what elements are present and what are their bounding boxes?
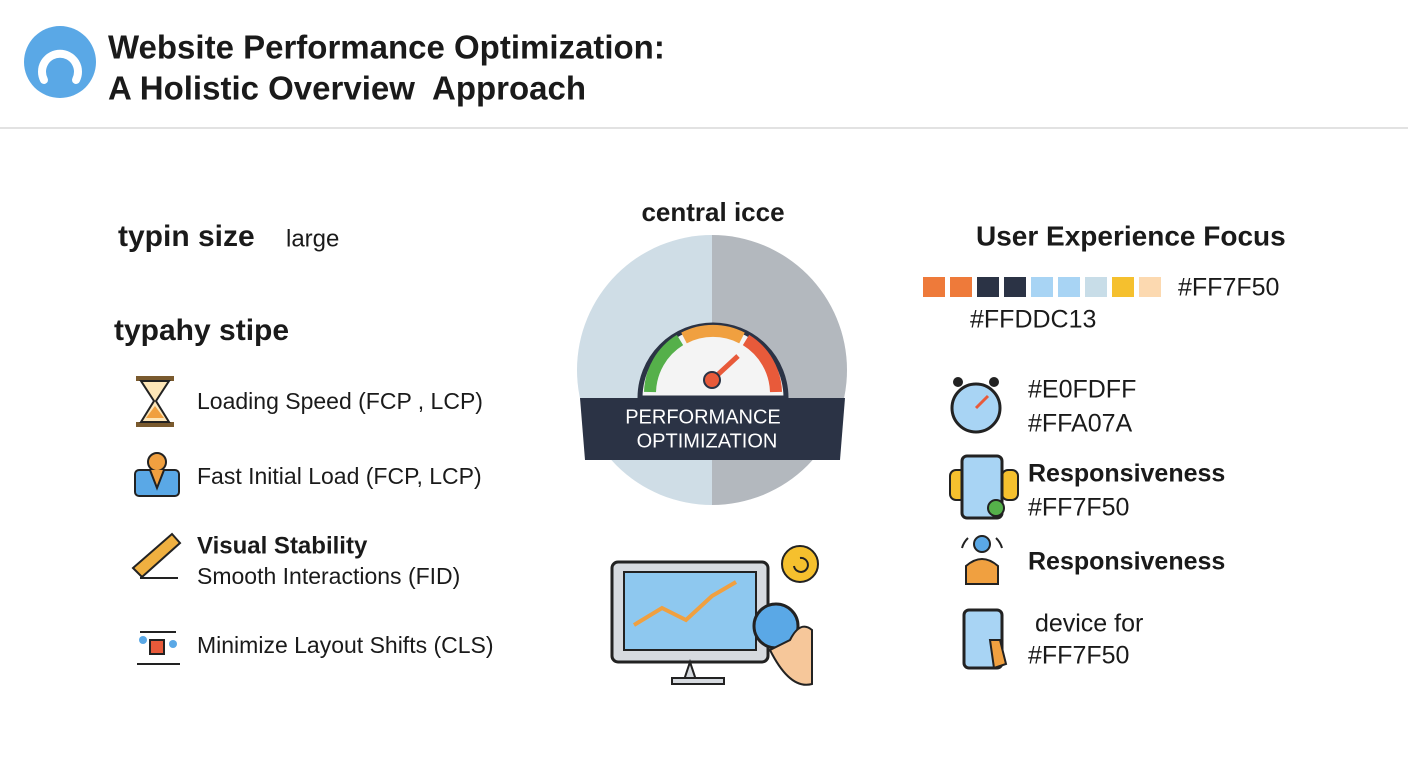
item-line: Responsiveness bbox=[1028, 548, 1225, 576]
palette-label: #FFDDC13 bbox=[970, 306, 1096, 334]
monitor-illustration bbox=[610, 545, 819, 686]
item-text: Fast Initial Load (FCP, LCP) bbox=[197, 463, 482, 489]
item-line: #FFA07A bbox=[1028, 410, 1133, 438]
heading-note: large bbox=[286, 225, 339, 252]
badge-text: OPTIMIZATION bbox=[637, 430, 778, 452]
ruler-icon bbox=[131, 532, 182, 579]
title-line: Website Performance Optimization: bbox=[108, 29, 665, 66]
item-title: Visual Stability bbox=[197, 532, 368, 559]
user-signal-icon bbox=[961, 535, 1003, 585]
section-heading: typin size bbox=[118, 220, 255, 253]
item-line: #FF7F50 bbox=[1028, 642, 1129, 670]
badge-text: PERFORMANCE bbox=[625, 406, 781, 428]
item-line: #E0FDFF bbox=[1028, 376, 1136, 404]
phone-touch-icon bbox=[949, 454, 1019, 520]
layout-icon bbox=[137, 631, 180, 665]
item-line: Responsiveness bbox=[1028, 460, 1225, 488]
section-subheading: typahy stipe bbox=[114, 314, 289, 347]
item-line: #FF7F50 bbox=[1028, 494, 1129, 522]
item-text: Smooth Interactions (FID) bbox=[197, 563, 460, 589]
performance-badge bbox=[577, 235, 847, 505]
device-icon bbox=[962, 608, 1008, 670]
center-label: central icce bbox=[641, 197, 784, 227]
section-heading: User Experience Focus bbox=[976, 220, 1286, 251]
palette-label: #FF7F50 bbox=[1178, 274, 1279, 302]
load-icon bbox=[134, 452, 180, 497]
logo bbox=[24, 26, 96, 98]
hourglass-icon bbox=[136, 376, 174, 427]
stopwatch-icon bbox=[950, 377, 1002, 434]
title-line: A Holistic Overview Approach bbox=[108, 70, 586, 107]
color-palette bbox=[923, 277, 1161, 297]
item-text: Minimize Layout Shifts (CLS) bbox=[197, 632, 494, 658]
item-text: Loading Speed (FCP , LCP) bbox=[197, 388, 483, 414]
item-line: device for bbox=[1028, 610, 1143, 638]
